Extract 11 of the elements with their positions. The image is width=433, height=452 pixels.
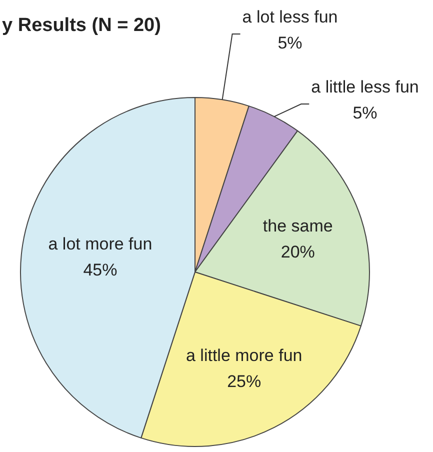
data-label: 45% bbox=[83, 260, 118, 280]
data-label: 5% bbox=[352, 104, 378, 123]
slice-label: a little more fun bbox=[186, 346, 302, 366]
chart-title: y Results (N = 20) bbox=[2, 15, 161, 36]
data-label: 5% bbox=[278, 34, 302, 53]
slice-label: a lot less fun bbox=[242, 8, 338, 27]
slice-label: a lot more fun bbox=[48, 234, 152, 254]
data-label: 20% bbox=[280, 242, 315, 262]
slice-label: a little less fun bbox=[311, 78, 419, 97]
data-label: 25% bbox=[227, 372, 262, 392]
slice-label: the same bbox=[262, 216, 333, 236]
